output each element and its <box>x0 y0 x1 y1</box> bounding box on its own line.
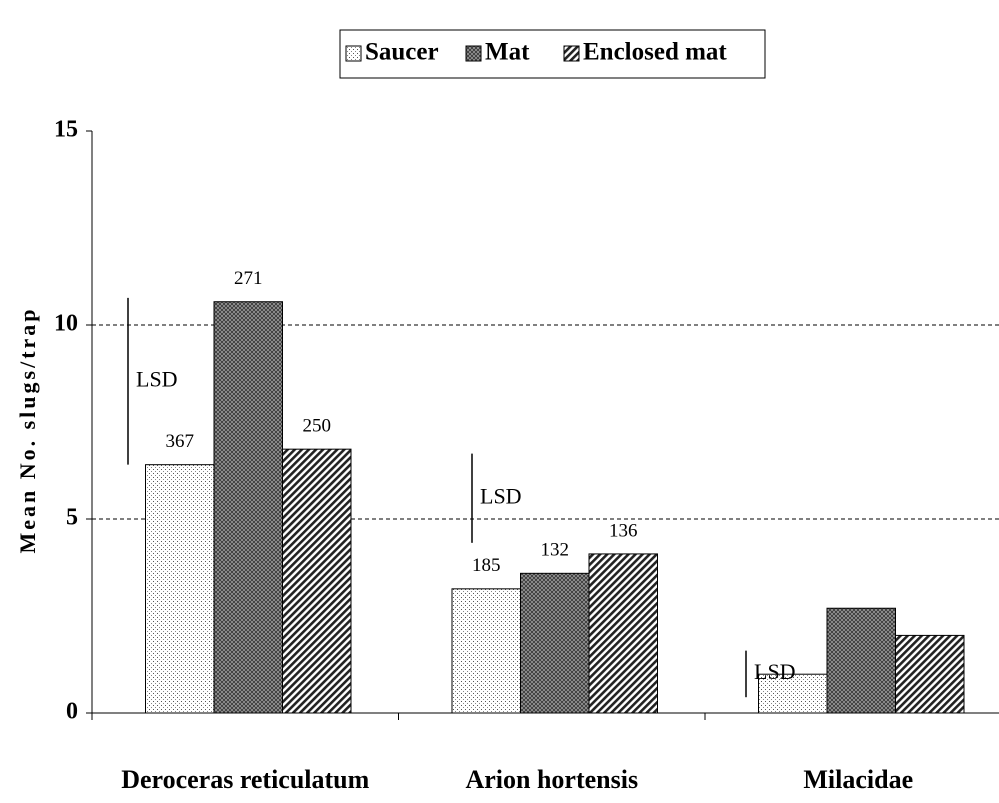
y-tick-label: 15 <box>54 117 78 143</box>
bar <box>826 607 896 714</box>
y-tick-label: 0 <box>66 699 78 725</box>
bar <box>588 553 658 714</box>
legend-swatch <box>563 45 580 62</box>
y-tick-label: 5 <box>66 505 78 531</box>
count-label: 185 <box>472 555 501 576</box>
bar <box>520 572 590 714</box>
bar <box>451 588 521 714</box>
lsd-label: LSD <box>480 483 522 508</box>
count-label: 132 <box>541 540 570 561</box>
lsd-label: LSD <box>754 659 796 684</box>
x-tick-label: Milacidae <box>803 765 913 794</box>
y-tick-label: 10 <box>54 311 78 337</box>
count-label: 136 <box>609 520 638 541</box>
legend-label: Mat <box>485 39 530 66</box>
count-label: 250 <box>303 416 332 437</box>
count-label: 367 <box>166 431 195 452</box>
lsd-label: LSD <box>136 366 178 391</box>
x-tick-label: Arion hortensis <box>465 765 638 794</box>
bar <box>145 464 215 714</box>
bar <box>758 673 828 714</box>
legend-box <box>339 29 766 79</box>
bar <box>282 448 352 714</box>
legend-swatch <box>465 45 482 62</box>
legend-label: Enclosed mat <box>583 39 727 66</box>
legend-label: Saucer <box>365 39 439 66</box>
count-label: 271 <box>234 268 263 289</box>
x-tick-label: Deroceras reticulatum <box>121 765 369 794</box>
legend-swatch <box>345 45 362 62</box>
bar <box>213 301 283 714</box>
bar <box>895 634 965 714</box>
y-axis-label: Mean No. slugs/trap <box>15 306 40 553</box>
